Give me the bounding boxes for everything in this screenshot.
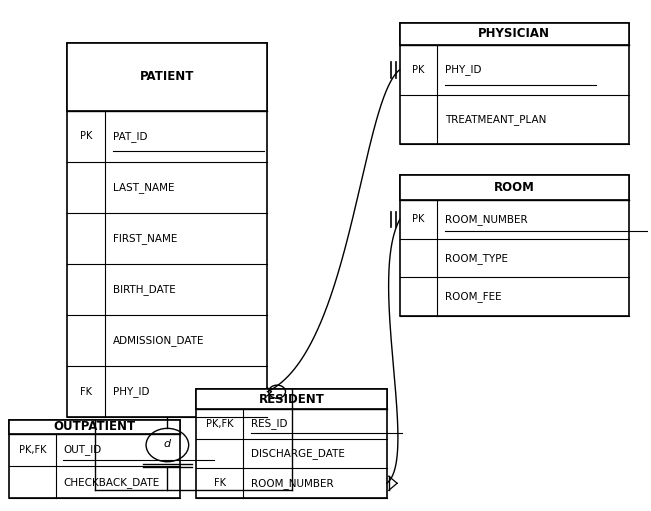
Text: PAT_ID: PAT_ID	[113, 131, 147, 142]
Text: FK: FK	[214, 478, 226, 489]
Text: PATIENT: PATIENT	[140, 71, 195, 83]
Bar	[400, 175, 629, 200]
Text: RESIDENT: RESIDENT	[258, 393, 325, 406]
Text: ROOM_NUMBER: ROOM_NUMBER	[445, 214, 527, 225]
Text: PHY_ID: PHY_ID	[113, 386, 149, 397]
Text: ROOM_TYPE: ROOM_TYPE	[445, 252, 508, 264]
Text: OUTPATIENT: OUTPATIENT	[53, 421, 136, 433]
Text: DISCHARGE_DATE: DISCHARGE_DATE	[251, 448, 344, 459]
Text: PK: PK	[80, 131, 92, 141]
Text: TREATMEANT_PLAN: TREATMEANT_PLAN	[445, 114, 546, 125]
Text: ADMISSION_DATE: ADMISSION_DATE	[113, 335, 204, 346]
Text: ROOM_FEE: ROOM_FEE	[445, 291, 501, 303]
Text: PK: PK	[412, 65, 424, 75]
Text: OUT_ID: OUT_ID	[63, 445, 102, 455]
Text: PK,FK: PK,FK	[206, 419, 234, 429]
Bar	[67, 43, 268, 110]
Text: PHYSICIAN: PHYSICIAN	[478, 28, 550, 40]
Text: FK: FK	[80, 387, 92, 397]
Bar	[400, 175, 629, 316]
Text: PK,FK: PK,FK	[19, 445, 46, 455]
Bar	[197, 389, 387, 409]
Bar	[197, 389, 387, 498]
Text: LAST_NAME: LAST_NAME	[113, 182, 174, 193]
Text: BIRTH_DATE: BIRTH_DATE	[113, 284, 175, 295]
Text: d: d	[164, 439, 171, 449]
Text: RES_ID: RES_ID	[251, 419, 287, 429]
Text: PHY_ID: PHY_ID	[445, 64, 481, 75]
Text: CHECKBACK_DATE: CHECKBACK_DATE	[63, 477, 159, 487]
Bar	[400, 23, 629, 45]
Text: FIRST_NAME: FIRST_NAME	[113, 233, 177, 244]
Text: ROOM: ROOM	[494, 181, 534, 194]
Text: PK: PK	[412, 215, 424, 224]
Bar	[67, 43, 268, 417]
Bar	[9, 420, 180, 434]
Bar	[400, 23, 629, 144]
Bar	[9, 420, 180, 498]
Text: ROOM_NUMBER: ROOM_NUMBER	[251, 478, 333, 489]
